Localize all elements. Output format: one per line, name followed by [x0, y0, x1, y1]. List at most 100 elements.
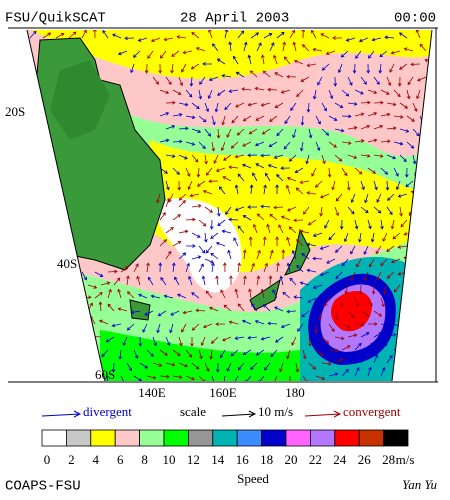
- wind-arrow: [181, 323, 187, 333]
- wind-arrow: [406, 323, 414, 332]
- wind-arrow: [367, 342, 374, 351]
- wind-arrow: [419, 141, 424, 152]
- wind-arrow: [159, 138, 170, 143]
- wind-arrow: [224, 102, 232, 111]
- wind-arrow: [37, 341, 44, 351]
- wind-arrow: [209, 349, 214, 360]
- wind-arrow: [242, 115, 252, 122]
- wind-arrow: [165, 180, 170, 191]
- wind-arrow: [354, 89, 364, 95]
- wind-arrow: [256, 42, 262, 52]
- wind-arrow: [352, 63, 357, 74]
- colorbar-tick: 2: [68, 452, 75, 467]
- wind-arrow: [204, 154, 208, 165]
- wind-arrow: [296, 239, 304, 247]
- wind-arrow: [393, 89, 401, 98]
- lat-label: 60S: [95, 367, 115, 382]
- wind-arrow: [273, 154, 284, 159]
- wind-arrow: [255, 163, 265, 169]
- wind-arrow: [144, 63, 149, 74]
- wind-arrow: [233, 375, 239, 381]
- wind-arrow: [217, 219, 226, 227]
- wind-arrow: [156, 193, 161, 204]
- wind-arrow: [347, 355, 354, 364]
- wind-arrow: [425, 336, 431, 347]
- wind-arrow: [268, 141, 278, 147]
- wind-arrow: [275, 236, 279, 247]
- wind-arrow: [100, 281, 111, 286]
- wind-arrow: [315, 349, 324, 356]
- wind-arrow: [412, 360, 423, 365]
- wind-arrow: [191, 102, 200, 110]
- wind-arrow: [367, 112, 378, 117]
- wind-arrow: [254, 141, 265, 147]
- speed-band: [100, 330, 300, 381]
- wind-arrow: [208, 30, 213, 39]
- wind-arrow: [29, 297, 40, 302]
- wind-arrow: [68, 31, 77, 39]
- wind-arrow: [247, 54, 252, 65]
- wind-arrow: [172, 241, 182, 247]
- colorbar-tick: 6: [117, 452, 124, 467]
- wind-arrow: [292, 41, 297, 52]
- wind-arrow: [399, 154, 407, 163]
- wind-arrow: [185, 167, 191, 177]
- wind-arrow: [334, 102, 344, 109]
- wind-arrow: [235, 71, 245, 78]
- wind-arrow: [257, 375, 265, 381]
- wind-arrow: [288, 226, 297, 234]
- wind-arrow: [282, 291, 291, 299]
- wind-arrow: [308, 128, 313, 139]
- colorbar-box: [309, 429, 336, 447]
- wind-arrow: [341, 323, 351, 329]
- wind-arrow: [387, 193, 395, 201]
- wind-arrow: [263, 184, 267, 195]
- wind-arrow: [367, 297, 373, 307]
- wind-arrow: [297, 323, 304, 332]
- wind-arrow: [244, 375, 252, 381]
- wind-arrow: [358, 232, 362, 243]
- wind-arrow: [295, 362, 300, 373]
- wind-arrow: [247, 335, 258, 340]
- wind-arrow: [276, 128, 284, 137]
- wind-arrow: [264, 362, 271, 371]
- wind-arrow: [289, 30, 296, 39]
- wind-arrow: [215, 241, 226, 247]
- wind-arrow: [152, 76, 159, 85]
- wind-arrow: [62, 343, 70, 351]
- wind-arrow: [226, 362, 232, 372]
- wind-arrow: [107, 288, 112, 299]
- wind-arrow: [99, 319, 109, 325]
- wind-arrow: [386, 102, 397, 107]
- wind-arrow: [176, 35, 187, 39]
- wind-arrow: [380, 139, 391, 144]
- wind-arrow: [138, 336, 143, 347]
- wind-arrow: [301, 253, 310, 260]
- wind-arrow: [345, 37, 356, 42]
- wind-arrow: [29, 314, 35, 325]
- wind-arrow: [417, 228, 427, 234]
- wind-arrow: [72, 345, 83, 351]
- wind-arrow: [274, 336, 284, 343]
- wind-arrow: [227, 249, 232, 260]
- wind-arrow: [354, 167, 363, 175]
- wind-arrow: [185, 115, 196, 120]
- colorbar-tick: 12: [187, 452, 200, 467]
- wind-arrow: [172, 349, 181, 357]
- wind-arrow: [393, 368, 401, 377]
- wind-arrow: [191, 323, 200, 331]
- wind-arrow: [122, 336, 128, 346]
- wind-arrow: [276, 174, 284, 182]
- wind-arrow: [196, 167, 201, 178]
- wind-arrow: [360, 332, 370, 338]
- wind-arrow: [34, 371, 44, 377]
- wind-arrow: [59, 372, 70, 377]
- wind-arrow: [358, 284, 363, 295]
- wind-arrow: [146, 262, 150, 273]
- colorbar-label: Speed: [237, 471, 269, 486]
- wind-arrow: [29, 30, 37, 39]
- wind-arrow: [399, 63, 408, 70]
- wind-arrow: [269, 42, 275, 52]
- wind-arrow: [293, 59, 304, 65]
- wind-arrow: [293, 295, 304, 300]
